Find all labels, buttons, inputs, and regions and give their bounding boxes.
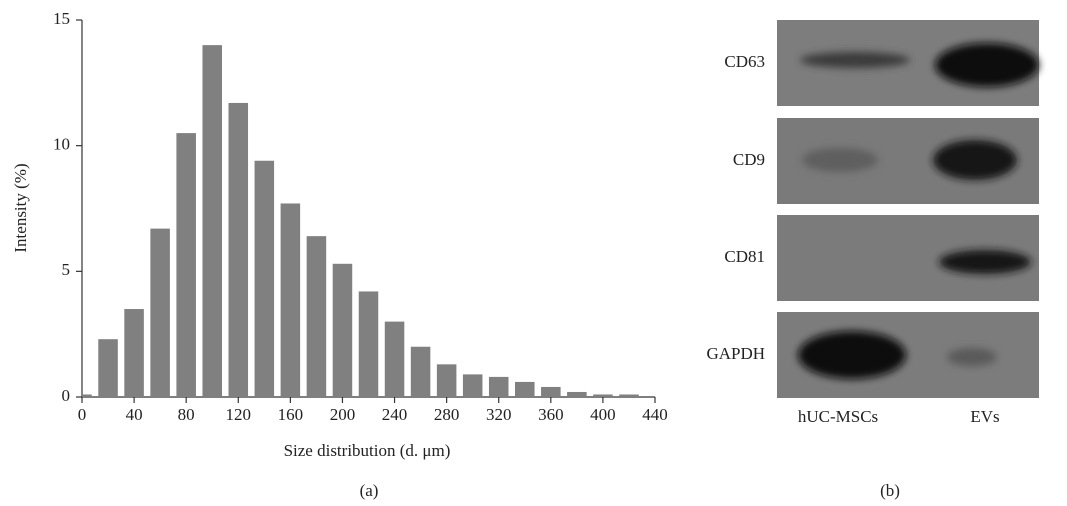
y-tick-label: 10 [53, 135, 70, 154]
bar [541, 387, 561, 397]
blot-row-label: CD9 [733, 150, 765, 169]
blot-panel: CD63 CD9 CD81 GAPDH hUC-MSCs EVs (b) [706, 20, 1039, 500]
bar [124, 309, 144, 397]
x-tick-label: 240 [382, 405, 408, 424]
bar [619, 394, 639, 397]
y-axis-label: Intensity (%) [11, 163, 30, 252]
band [935, 43, 1039, 87]
bar [98, 339, 118, 397]
bar [82, 394, 92, 397]
x-tick-label: 120 [226, 405, 252, 424]
x-tick-label: 200 [330, 405, 356, 424]
bar [411, 347, 431, 397]
x-tick-label: 280 [434, 405, 460, 424]
blot-row-label: GAPDH [706, 344, 765, 363]
bar [437, 364, 457, 397]
band [800, 52, 910, 68]
x-tick-label: 400 [590, 405, 616, 424]
panel-label: (a) [360, 481, 379, 500]
y-tick-label: 0 [62, 386, 71, 405]
bar [229, 103, 249, 397]
band [947, 348, 997, 366]
bar [359, 291, 379, 397]
band [798, 331, 906, 379]
bar [255, 161, 275, 397]
x-axis-label: Size distribution (d. μm) [284, 441, 451, 460]
bar [385, 322, 405, 397]
panel-label: (b) [880, 481, 900, 500]
band [939, 250, 1031, 274]
x-tick-label: 440 [642, 405, 668, 424]
bar [176, 133, 196, 397]
blot-row-label: CD63 [724, 52, 765, 71]
blot-lane-label: EVs [970, 407, 999, 426]
bar [515, 382, 535, 397]
bar [489, 377, 509, 397]
bar [307, 236, 327, 397]
blot-lane-label: hUC-MSCs [798, 407, 878, 426]
y-tick-label: 5 [62, 260, 71, 279]
y-tick-label: 15 [53, 9, 70, 28]
bar [202, 45, 222, 397]
bar [281, 203, 301, 397]
bar [593, 394, 613, 397]
band [802, 148, 878, 172]
x-tick-label: 360 [538, 405, 564, 424]
blot-row-label: CD81 [724, 247, 765, 266]
figure: (a) Size distribution (d. μm) Intensity … [0, 0, 1067, 506]
x-tick-label: 0 [78, 405, 87, 424]
bar [333, 264, 353, 397]
x-tick-label: 320 [486, 405, 512, 424]
bar [463, 374, 483, 397]
band [933, 140, 1017, 180]
x-tick-label: 80 [178, 405, 195, 424]
x-tick-label: 40 [126, 405, 143, 424]
bar [567, 392, 587, 397]
x-tick-label: 160 [278, 405, 304, 424]
bar [150, 229, 170, 397]
